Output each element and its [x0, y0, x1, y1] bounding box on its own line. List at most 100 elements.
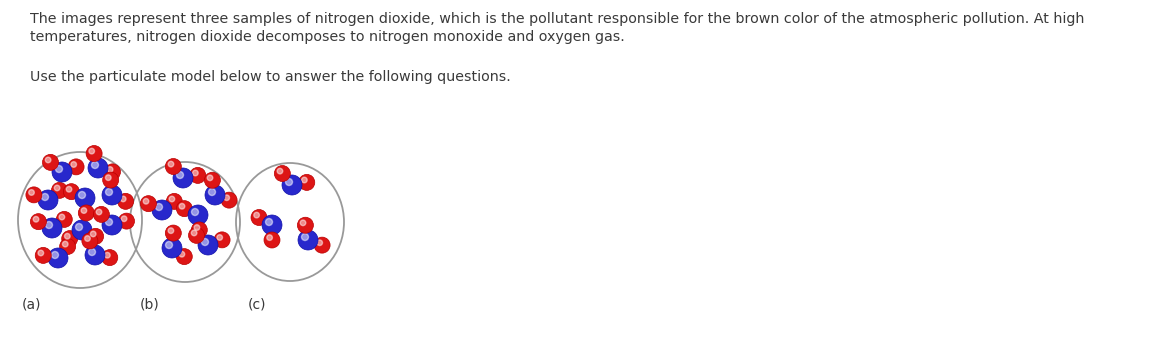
Circle shape [48, 248, 68, 268]
Circle shape [176, 201, 193, 217]
Circle shape [35, 248, 51, 264]
Circle shape [297, 217, 313, 233]
Circle shape [72, 220, 92, 240]
Circle shape [92, 162, 99, 168]
Circle shape [121, 216, 127, 221]
Circle shape [204, 172, 221, 188]
Circle shape [52, 162, 72, 182]
Circle shape [102, 215, 122, 235]
Circle shape [107, 167, 113, 172]
Circle shape [102, 185, 122, 205]
Circle shape [106, 219, 113, 225]
Circle shape [51, 182, 67, 198]
Circle shape [63, 241, 68, 247]
Circle shape [143, 199, 149, 204]
Circle shape [38, 250, 44, 256]
Circle shape [68, 159, 84, 175]
Circle shape [221, 192, 237, 208]
Circle shape [205, 185, 225, 205]
Circle shape [209, 188, 216, 196]
Text: The images represent three samples of nitrogen dioxide, which is the pollutant r: The images represent three samples of ni… [30, 12, 1084, 26]
Circle shape [163, 238, 182, 258]
Circle shape [274, 166, 290, 182]
Circle shape [207, 175, 212, 181]
Circle shape [85, 245, 104, 265]
Circle shape [193, 170, 199, 176]
Circle shape [42, 218, 62, 238]
Circle shape [202, 238, 209, 245]
Circle shape [267, 235, 273, 240]
Circle shape [176, 171, 183, 179]
Circle shape [315, 237, 330, 253]
Circle shape [86, 146, 102, 162]
Circle shape [93, 207, 109, 223]
Circle shape [117, 193, 134, 209]
Circle shape [301, 220, 305, 226]
Circle shape [254, 212, 259, 218]
Circle shape [51, 252, 58, 258]
Circle shape [87, 228, 103, 244]
Circle shape [266, 219, 273, 225]
Circle shape [302, 177, 308, 183]
Circle shape [71, 162, 77, 167]
Circle shape [104, 164, 121, 180]
Circle shape [188, 205, 208, 225]
Circle shape [121, 196, 127, 202]
Circle shape [29, 190, 35, 195]
Circle shape [170, 196, 174, 202]
Circle shape [75, 188, 95, 208]
Circle shape [166, 193, 182, 209]
Circle shape [104, 252, 110, 258]
Circle shape [91, 231, 96, 237]
Circle shape [56, 211, 72, 227]
Text: (a): (a) [22, 298, 42, 312]
Circle shape [140, 196, 157, 212]
Circle shape [192, 230, 197, 236]
Circle shape [317, 240, 323, 245]
Circle shape [34, 216, 38, 222]
Circle shape [59, 214, 65, 220]
Circle shape [42, 193, 49, 200]
Circle shape [165, 225, 181, 241]
Circle shape [78, 205, 94, 221]
Circle shape [82, 233, 98, 249]
Circle shape [262, 215, 282, 235]
Circle shape [88, 158, 108, 178]
Circle shape [75, 224, 82, 231]
Circle shape [66, 187, 72, 192]
Circle shape [176, 249, 193, 265]
Circle shape [55, 185, 60, 191]
Circle shape [59, 238, 75, 254]
Circle shape [118, 213, 135, 229]
Text: temperatures, nitrogen dioxide decomposes to nitrogen monoxide and oxygen gas.: temperatures, nitrogen dioxide decompose… [30, 30, 625, 44]
Circle shape [251, 209, 267, 225]
Circle shape [88, 249, 95, 256]
Circle shape [189, 167, 205, 183]
Circle shape [179, 252, 185, 257]
Circle shape [65, 233, 70, 239]
Circle shape [277, 168, 283, 174]
Circle shape [45, 157, 51, 163]
Text: (b): (b) [140, 298, 160, 312]
Circle shape [89, 148, 94, 154]
Circle shape [106, 175, 111, 180]
Circle shape [192, 222, 208, 238]
Circle shape [56, 166, 63, 172]
Circle shape [264, 232, 280, 248]
Circle shape [64, 184, 79, 200]
Circle shape [106, 188, 113, 196]
Circle shape [156, 204, 163, 211]
Circle shape [45, 221, 52, 228]
Circle shape [81, 208, 87, 213]
Text: Use the particulate model below to answer the following questions.: Use the particulate model below to answe… [30, 70, 511, 84]
Circle shape [166, 241, 173, 249]
Circle shape [188, 227, 204, 243]
Circle shape [214, 232, 230, 248]
Circle shape [224, 195, 230, 200]
Circle shape [43, 154, 58, 170]
Circle shape [62, 231, 78, 246]
Circle shape [302, 233, 309, 241]
Circle shape [96, 209, 102, 215]
Circle shape [30, 214, 46, 230]
Circle shape [168, 228, 174, 233]
